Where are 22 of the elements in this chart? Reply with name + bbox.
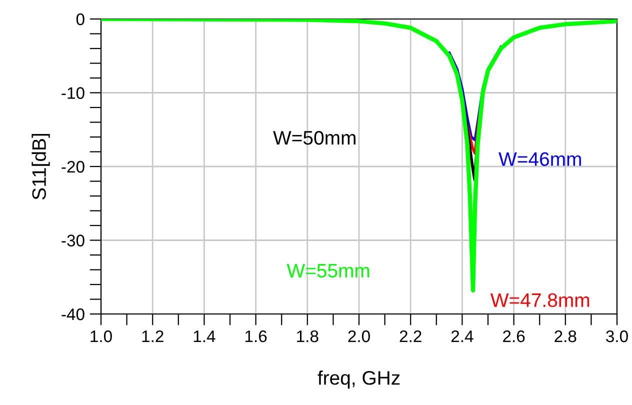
y-tick-label: -40 xyxy=(62,308,84,320)
y-axis-title: S11[dB] xyxy=(32,134,50,200)
text: W=50mm xyxy=(273,130,356,145)
x-tick-label: 2.6 xyxy=(503,330,525,342)
text: W=47.8mm xyxy=(490,293,590,308)
y-tick-label: -20 xyxy=(62,160,84,173)
x-tick-label: 1.2 xyxy=(142,330,164,342)
x-tick-label: 1.6 xyxy=(245,330,267,342)
x-tick-label: 1.0 xyxy=(90,330,112,342)
x-tick-label: 1.4 xyxy=(194,330,216,342)
x-tick-label: 1.8 xyxy=(297,330,318,342)
x-tick-label: 2.4 xyxy=(451,330,474,342)
y-tick-label: 0 xyxy=(76,13,84,26)
y-tick-label: -10 xyxy=(62,87,84,99)
x-tick-label: 2.0 xyxy=(348,330,370,342)
series-label: W=46mm xyxy=(498,152,581,166)
x-tick-label: 2.8 xyxy=(554,330,576,342)
x-tick-label: 3.0 xyxy=(606,330,628,342)
y-tick-label: -30 xyxy=(62,234,84,246)
text: W=55mm xyxy=(286,264,370,278)
x-axis-title: freq, GHz xyxy=(318,370,400,389)
x-tick-label: 2.2 xyxy=(400,330,422,342)
